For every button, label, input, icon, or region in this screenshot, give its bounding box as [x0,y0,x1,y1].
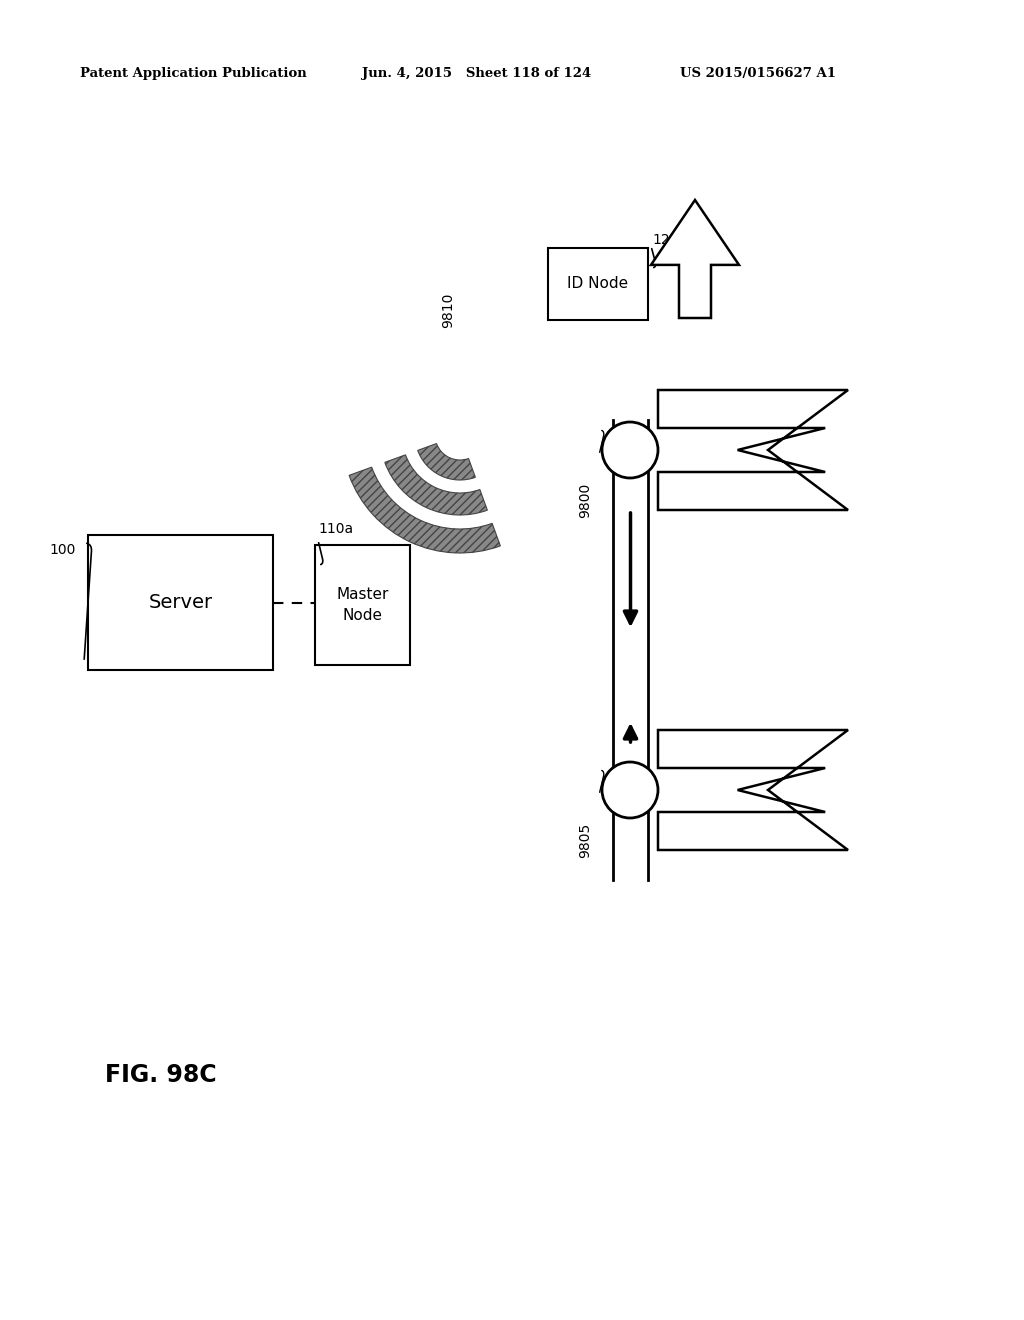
Text: Master
Node: Master Node [336,587,389,623]
Wedge shape [418,444,475,480]
Text: Server: Server [148,593,213,612]
Bar [88,535,273,671]
Text: 100: 100 [49,543,76,557]
Text: Jun. 4, 2015   Sheet 118 of 124: Jun. 4, 2015 Sheet 118 of 124 [362,67,591,81]
Polygon shape [658,730,848,850]
Text: 9800: 9800 [578,482,592,517]
Circle shape [602,422,658,478]
Text: 110a: 110a [318,521,353,536]
Wedge shape [385,455,487,515]
Text: 120a: 120a [652,234,687,247]
Circle shape [602,762,658,818]
Bar [548,248,648,319]
Polygon shape [651,201,739,318]
Text: ID Node: ID Node [567,276,629,292]
Polygon shape [658,389,848,510]
Text: US 2015/0156627 A1: US 2015/0156627 A1 [680,67,836,81]
Wedge shape [349,467,501,553]
Text: FIG. 98C: FIG. 98C [105,1063,217,1086]
Bar [315,545,410,665]
Text: 9810: 9810 [441,292,455,327]
Text: Patent Application Publication: Patent Application Publication [80,67,307,81]
Text: 9805: 9805 [578,822,592,858]
